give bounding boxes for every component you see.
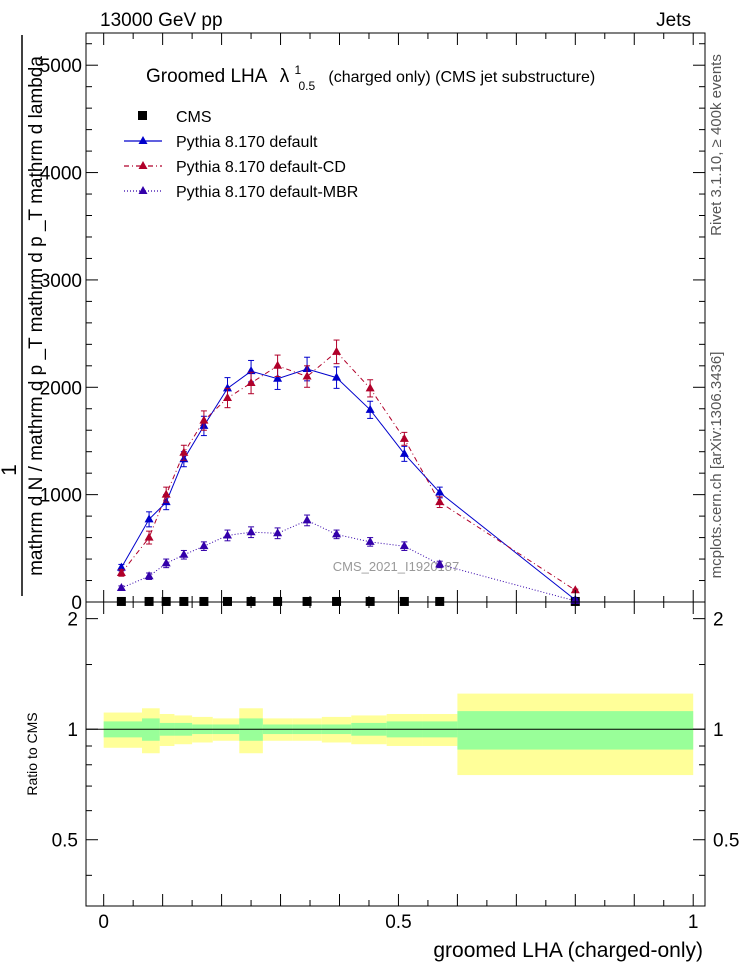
ratio-y-tick-label-right: 1 xyxy=(713,720,724,741)
main-y-tick-label: 4000 xyxy=(40,164,82,185)
cms-data-point xyxy=(365,596,375,606)
cms-data-point xyxy=(222,596,232,606)
legend-label-default: Pythia 8.170 default xyxy=(176,134,318,151)
main-series-layer xyxy=(116,339,580,606)
ratio-y-tick-label: 2 xyxy=(67,610,78,631)
legend-item-cms: CMS xyxy=(138,109,212,126)
axes-layer: 0 1000 2000 3000 4000 5000 0 0.5 1 0.5 0.5 1 1 2 2 xyxy=(40,33,739,933)
cms-data-point xyxy=(273,596,283,606)
point-mbr xyxy=(199,541,209,550)
ratio-bands xyxy=(103,693,694,776)
point-default xyxy=(435,487,445,496)
cms-data-point xyxy=(161,596,171,606)
point-mbr xyxy=(161,558,171,567)
ratio-x-tick-label: 0.5 xyxy=(385,912,411,933)
point-cd xyxy=(302,371,312,380)
point-cd xyxy=(273,360,283,369)
ratio-inner-band-bin xyxy=(457,711,694,750)
main-y-tick-label: 2000 xyxy=(40,378,82,399)
point-mbr xyxy=(365,536,375,545)
title-sub: 0.5 xyxy=(298,79,315,93)
legend-marker-cd xyxy=(138,161,148,169)
cms-data-point xyxy=(399,596,409,606)
point-mbr xyxy=(179,549,189,558)
title-sup: 1 xyxy=(294,63,301,77)
point-mbr xyxy=(144,571,154,580)
header-right: Jets xyxy=(656,10,691,31)
legend-marker-mbr xyxy=(138,186,148,194)
watermark: CMS_2021_I1920187 xyxy=(333,559,460,574)
point-cd xyxy=(144,532,154,541)
point-mbr xyxy=(302,515,312,524)
point-default xyxy=(399,448,409,457)
ratio-y-tick-label-right: 2 xyxy=(713,610,724,631)
rivet-label: Rivet 3.1.10, ≥ 400k events xyxy=(708,54,725,236)
cms-data-point xyxy=(179,596,189,606)
mcplots-label: mcplots.cern.ch [arXiv:1306.3436] xyxy=(708,352,725,579)
point-mbr xyxy=(273,528,283,537)
point-cd xyxy=(179,447,189,456)
cms-data-point xyxy=(116,596,126,606)
point-cd xyxy=(246,377,256,386)
legend-label-cd: Pythia 8.170 default-CD xyxy=(176,159,346,176)
legend-label-mbr: Pythia 8.170 default-MBR xyxy=(176,184,358,201)
ratio-x-tick-label: 0 xyxy=(98,912,109,933)
point-cd xyxy=(161,489,171,498)
point-default xyxy=(144,514,154,523)
point-cd xyxy=(222,393,232,402)
legend-item-default: Pythia 8.170 default xyxy=(124,134,318,151)
legend-marker-cms xyxy=(138,111,147,120)
series-line-cd xyxy=(121,351,576,591)
main-y-tick-label: 1000 xyxy=(40,486,82,507)
point-mbr xyxy=(332,529,342,538)
ratio-y-tick-label: 0.5 xyxy=(52,831,78,852)
title-lambda: λ xyxy=(280,66,290,87)
cms-data-point xyxy=(302,596,312,606)
point-mbr xyxy=(435,559,445,568)
ratio-y-tick-label: 1 xyxy=(67,720,78,741)
point-default xyxy=(273,373,283,382)
ratio-y-tick-label-right: 0.5 xyxy=(713,831,739,852)
main-y-tick-label: 0 xyxy=(71,593,82,614)
ratio-ylabel: Ratio to CMS xyxy=(24,712,40,795)
cms-data-point xyxy=(332,596,342,606)
legend-label-cms: CMS xyxy=(176,109,212,126)
point-cd xyxy=(116,568,126,577)
point-cd xyxy=(570,585,580,594)
point-cd xyxy=(365,383,375,392)
main-ylabel: 1 mathrm d N / mathrm d p _T mathrm d p … xyxy=(0,35,47,596)
legend-item-mbr: Pythia 8.170 default-MBR xyxy=(124,184,358,201)
point-default xyxy=(365,404,375,413)
ratio-x-tick-label: 1 xyxy=(688,912,699,933)
title-rest: (charged only) (CMS jet substructure) xyxy=(328,69,595,86)
point-cd xyxy=(332,346,342,355)
main-title: Groomed LHA λ 1 0.5 (charged only) (CMS … xyxy=(146,58,595,95)
legend-marker-default xyxy=(138,136,148,144)
cms-data-point xyxy=(144,596,154,606)
header-left: 13000 GeV pp xyxy=(100,10,223,31)
main-y-tick-label: 5000 xyxy=(40,56,82,77)
series-line-mbr xyxy=(121,519,576,602)
point-mbr xyxy=(116,583,126,592)
legend-item-cd: Pythia 8.170 default-CD xyxy=(124,159,346,176)
ylabel-numer: 1 xyxy=(0,464,21,476)
point-cd xyxy=(435,497,445,506)
point-cd xyxy=(199,415,209,424)
legend: CMS Pythia 8.170 default Pythia 8.170 de… xyxy=(124,109,358,201)
point-default xyxy=(222,383,232,392)
point-mbr xyxy=(246,527,256,536)
cms-data-point xyxy=(435,596,445,606)
ratio-frame xyxy=(85,601,706,907)
x-axis-label: groomed LHA (charged-only) xyxy=(433,939,703,962)
point-cd xyxy=(399,433,409,442)
title-main: Groomed LHA xyxy=(146,66,268,87)
point-default xyxy=(116,562,126,571)
ylabel-denom: mathrm d N / mathrm d p _T mathrm d p _T… xyxy=(26,56,47,576)
point-default xyxy=(332,372,342,381)
point-mbr xyxy=(399,541,409,550)
point-mbr xyxy=(222,530,232,539)
main-y-tick-label: 3000 xyxy=(40,271,82,292)
cms-data-point xyxy=(199,596,209,606)
